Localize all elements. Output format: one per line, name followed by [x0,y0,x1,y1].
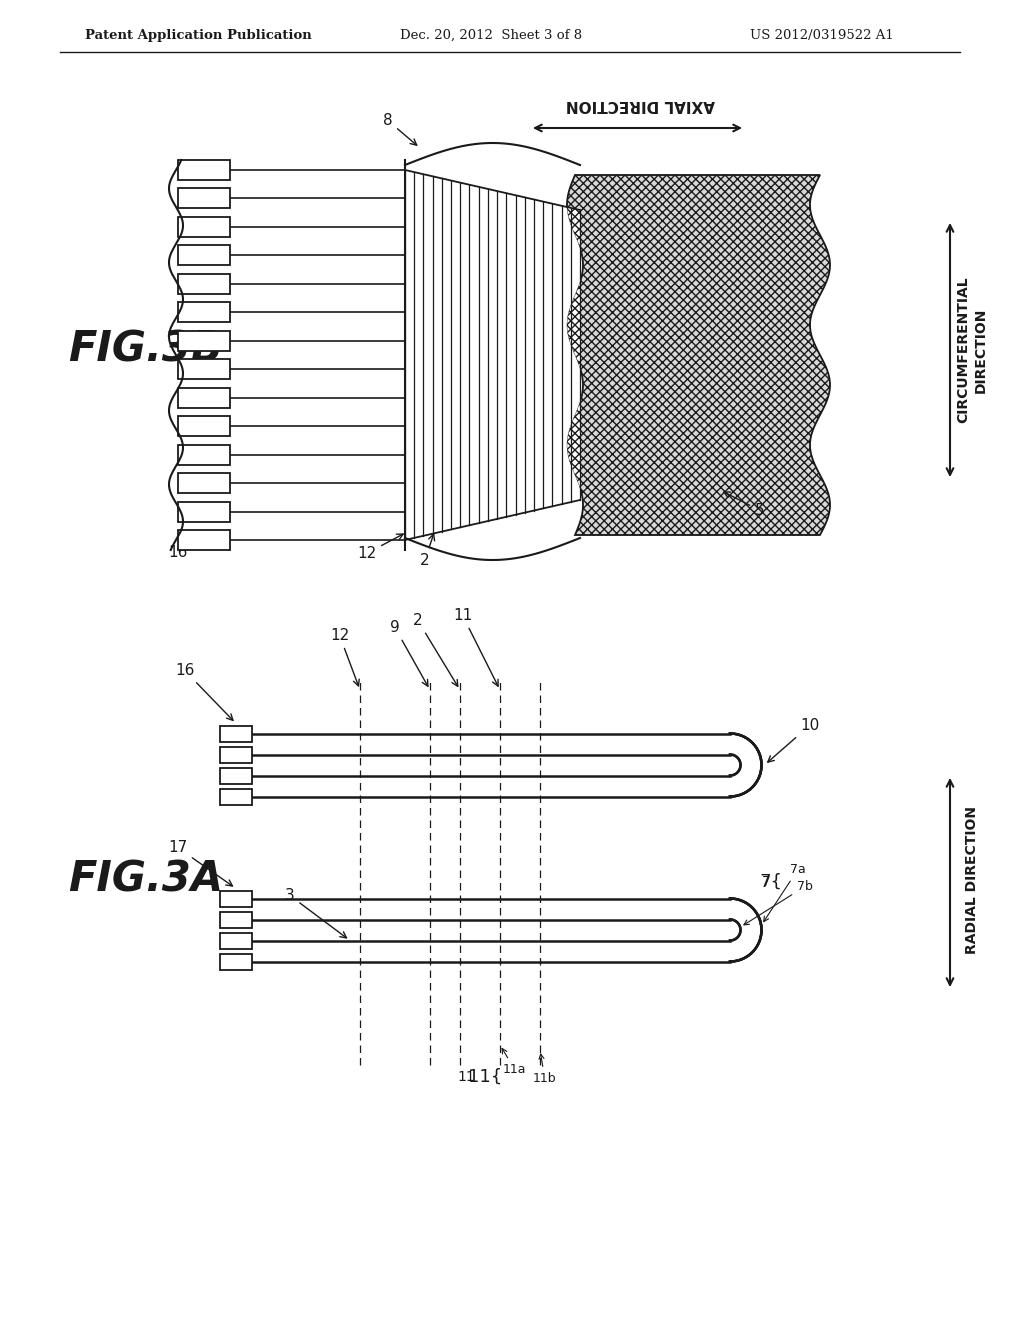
Bar [220,788,252,804]
Text: 16: 16 [168,531,188,560]
Bar [178,189,230,209]
Bar [178,246,230,265]
Bar [178,473,230,494]
Text: 3: 3 [285,888,346,939]
Text: 7a: 7a [764,863,806,921]
Bar [220,747,252,763]
Text: CIRCUMFERENTIAL
DIRECTION: CIRCUMFERENTIAL DIRECTION [955,277,988,424]
Bar [220,767,252,784]
Text: 17: 17 [168,840,232,886]
Bar [178,502,230,521]
Bar [178,359,230,379]
Text: 9: 9 [390,620,428,686]
Text: FIG.3A: FIG.3A [68,859,223,902]
Text: 10: 10 [768,718,819,762]
Text: 12: 12 [330,628,359,686]
Text: 11: 11 [457,1071,475,1084]
Text: US 2012/0319522 A1: US 2012/0319522 A1 [750,29,894,41]
Text: 7{: 7{ [760,873,782,891]
Bar [178,216,230,236]
Polygon shape [567,176,830,535]
Bar [220,891,252,907]
Text: 7b: 7b [743,880,813,925]
Text: FIG.3B: FIG.3B [68,329,222,371]
Text: 7: 7 [762,875,771,888]
Text: 11{: 11{ [468,1068,502,1086]
Text: 5: 5 [724,492,765,517]
Text: 2: 2 [420,535,434,568]
Text: 11a: 11a [502,1048,526,1076]
Text: 11: 11 [453,609,498,686]
Bar [178,160,230,180]
Text: 8: 8 [383,114,417,145]
Text: 11b: 11b [534,1053,557,1085]
Polygon shape [406,165,580,545]
Bar [178,273,230,294]
Bar [178,388,230,408]
Text: 16: 16 [175,663,233,721]
Bar [220,932,252,949]
Bar [178,302,230,322]
Bar [178,416,230,436]
Bar [220,953,252,969]
Text: Dec. 20, 2012  Sheet 3 of 8: Dec. 20, 2012 Sheet 3 of 8 [400,29,582,41]
Bar [178,531,230,550]
Bar [178,445,230,465]
Bar [178,331,230,351]
Bar [220,726,252,742]
Text: 2: 2 [413,612,458,686]
Text: RADIAL DIRECTION: RADIAL DIRECTION [965,807,979,954]
Text: Patent Application Publication: Patent Application Publication [85,29,311,41]
Text: 12: 12 [357,535,403,561]
Text: AXIAL DIRECTION: AXIAL DIRECTION [565,98,715,112]
Bar [220,912,252,928]
